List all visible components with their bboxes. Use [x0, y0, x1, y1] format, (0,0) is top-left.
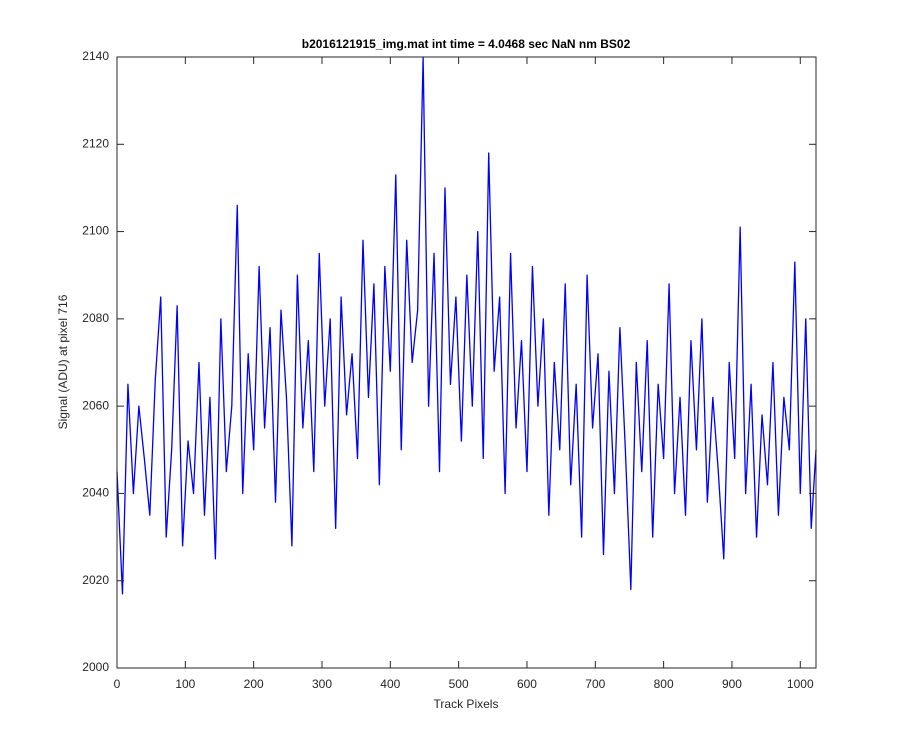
y-axis-label: Signal (ADU) at pixel 716: [56, 294, 70, 429]
x-tick-label: 900: [722, 677, 742, 691]
x-tick-label: 400: [380, 677, 400, 691]
x-tick-label: 1000: [787, 677, 814, 691]
x-tick-label: 0: [114, 677, 121, 691]
x-axis-label: Track Pixels: [434, 697, 499, 711]
y-tick-label: 2060: [82, 398, 109, 412]
y-tick-label: 2080: [82, 311, 109, 325]
data-line: [116, 56, 817, 595]
x-tick-label: 800: [654, 677, 674, 691]
y-tick-label: 2020: [82, 573, 109, 587]
y-tick-label: 2120: [82, 136, 109, 150]
y-tick-label: 2140: [82, 49, 109, 63]
x-tick-label: 600: [517, 677, 537, 691]
x-tick-label: 500: [449, 677, 469, 691]
chart-title: b2016121915_img.mat int time = 4.0468 se…: [302, 37, 631, 51]
x-tick-label: 100: [175, 677, 195, 691]
y-tick-label: 2100: [82, 224, 109, 238]
x-tick-label: 700: [585, 677, 605, 691]
y-tick-label: 2000: [82, 660, 109, 674]
x-tick-label: 300: [312, 677, 332, 691]
x-tick-label: 200: [244, 677, 264, 691]
plot-box: [116, 56, 817, 669]
y-tick-label: 2040: [82, 486, 109, 500]
